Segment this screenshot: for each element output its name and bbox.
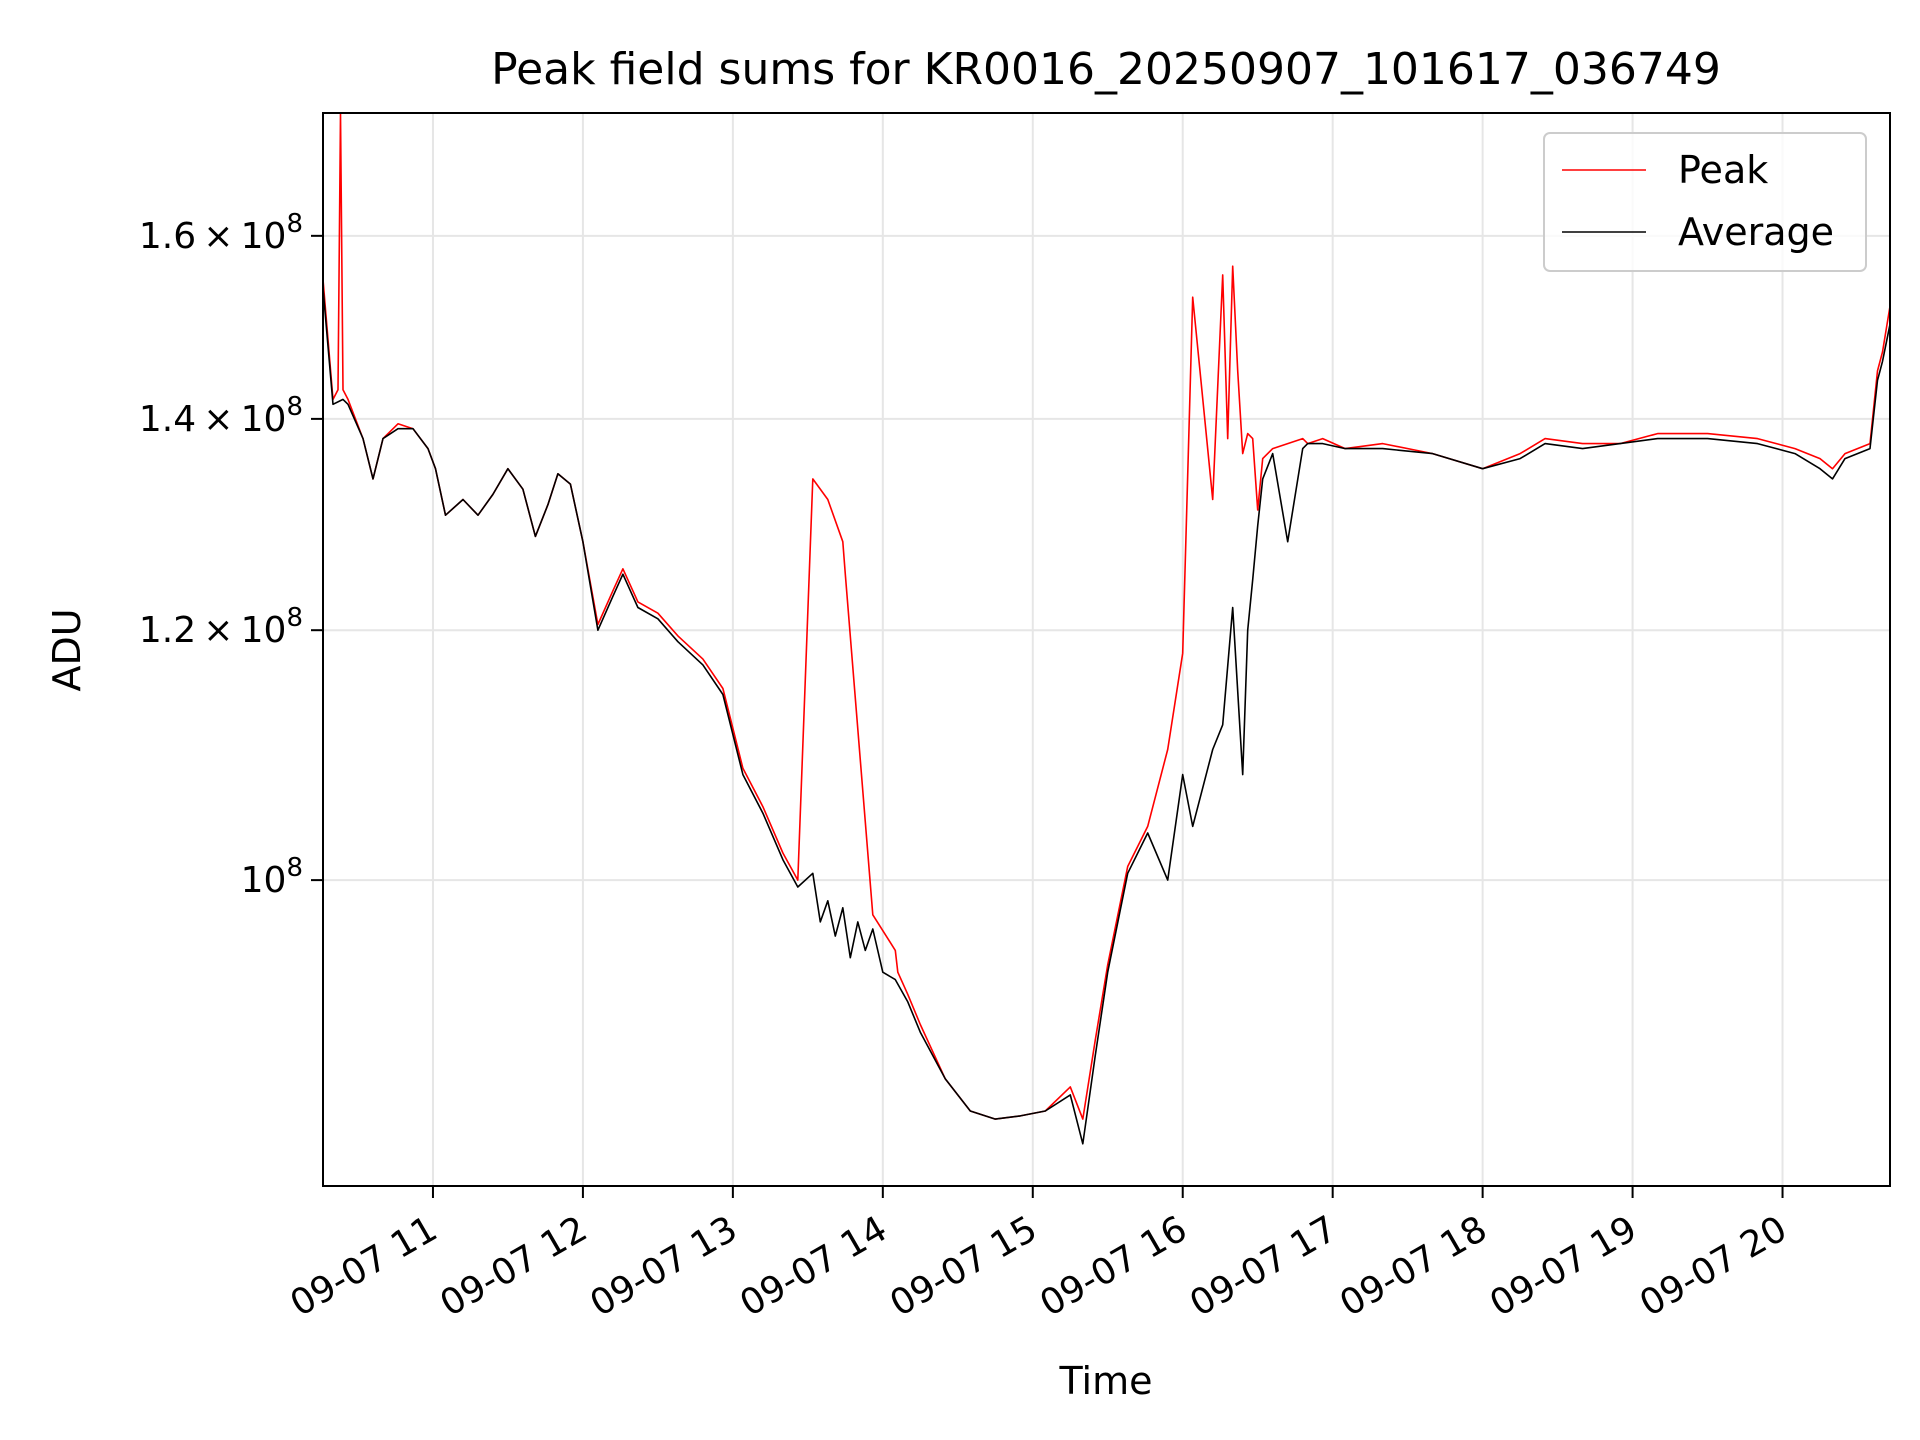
legend: Peak Average	[1543, 132, 1867, 272]
legend-peak-label: Peak	[1678, 148, 1768, 192]
y-tick-label: 1.2 × 108	[139, 603, 303, 651]
legend-average-label: Average	[1678, 210, 1834, 254]
series-line-average	[323, 288, 1890, 1145]
y-axis-label: ADU	[45, 608, 89, 691]
plot-frame	[322, 112, 1891, 1187]
y-tick-label: 1.4 × 108	[139, 392, 303, 440]
series-layer	[323, 113, 1890, 1145]
x-axis-label: Time	[1059, 1359, 1153, 1403]
y-tick-label: 1.6 × 108	[139, 209, 303, 257]
legend-box	[1543, 132, 1867, 272]
grid	[323, 113, 1890, 1186]
chart-title: Peak field sums for KR0016_20250907_1016…	[491, 44, 1721, 95]
